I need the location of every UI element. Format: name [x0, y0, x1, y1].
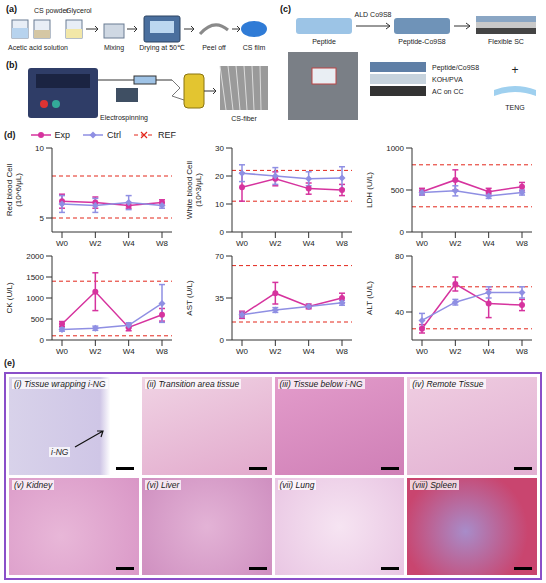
svg-text:W4: W4	[123, 347, 136, 356]
svg-text:W4: W4	[123, 239, 136, 248]
svg-text:W0: W0	[56, 347, 69, 356]
svg-text:(c): (c)	[280, 4, 291, 14]
svg-text:0: 0	[40, 336, 45, 345]
html-text:(iv) Remote Tissue: (iv) Remote Tissue	[412, 379, 484, 389]
svg-text:W8: W8	[336, 347, 349, 356]
svg-text:W0: W0	[416, 239, 429, 248]
svg-text:W2: W2	[269, 239, 282, 248]
svg-text:40: 40	[395, 308, 404, 317]
html-text:(v) Kidney: (v) Kidney	[14, 479, 53, 490]
svg-text:(b): (b)	[6, 60, 18, 70]
svg-text:CS film: CS film	[243, 44, 266, 51]
svg-text:W8: W8	[516, 239, 529, 248]
svg-text:+: +	[511, 63, 518, 77]
svg-text:10: 10	[215, 200, 224, 209]
svg-text:Peel off: Peel off	[202, 44, 226, 51]
svg-text:W8: W8	[336, 239, 349, 248]
svg-text:White blood Cell(10^3/μL): White blood Cell(10^3/μL)	[185, 161, 203, 219]
svg-text:W4: W4	[483, 347, 496, 356]
svg-text:20: 20	[215, 172, 224, 181]
svg-text:Peptide-Co9S8: Peptide-Co9S8	[398, 38, 446, 46]
svg-text:Acetic acid solution: Acetic acid solution	[8, 44, 68, 51]
svg-text:CS-fiber: CS-fiber	[231, 115, 257, 122]
svg-text:W8: W8	[516, 347, 529, 356]
svg-text:TENG: TENG	[505, 104, 524, 111]
svg-text:W0: W0	[56, 239, 69, 248]
html-text:(d): (d)	[4, 130, 16, 140]
svg-text:W0: W0	[416, 347, 429, 356]
svg-text:W2: W2	[269, 347, 282, 356]
svg-text:W0: W0	[236, 347, 249, 356]
svg-text:W2: W2	[89, 239, 102, 248]
html-text:(vii) Lung: (vii) Lung	[279, 479, 315, 490]
html-text:Exp: Exp	[54, 130, 70, 140]
svg-text:W2: W2	[449, 239, 462, 248]
svg-text:W4: W4	[483, 239, 496, 248]
svg-text:W8: W8	[156, 347, 169, 356]
svg-text:10: 10	[35, 144, 44, 153]
svg-text:KOH/PVA: KOH/PVA	[432, 76, 463, 83]
svg-text:0: 0	[400, 228, 405, 237]
svg-text:(a): (a)	[6, 4, 17, 14]
svg-text:Flexible SC: Flexible SC	[488, 38, 524, 45]
svg-text:70: 70	[215, 252, 224, 261]
svg-text:0: 0	[220, 228, 225, 237]
svg-text:AST (U/L): AST (U/L)	[185, 280, 194, 316]
html-text:(e): (e)	[4, 358, 15, 368]
svg-text:W4: W4	[303, 347, 316, 356]
svg-text:W2: W2	[449, 347, 462, 356]
html-text:REF: REF	[158, 130, 176, 140]
svg-text:W4: W4	[303, 239, 316, 248]
html-text:Ctrl: Ctrl	[107, 130, 121, 140]
svg-text:Electrospinning: Electrospinning	[100, 114, 148, 122]
svg-text:CK (U/L): CK (U/L)	[5, 282, 14, 313]
svg-text:AC on CC: AC on CC	[432, 88, 464, 95]
svg-text:Peptide: Peptide	[312, 38, 336, 46]
svg-text:0: 0	[220, 336, 225, 345]
svg-text:500: 500	[391, 186, 405, 195]
svg-text:1000: 1000	[26, 294, 44, 303]
svg-text:500: 500	[31, 315, 45, 324]
svg-text:Glycerol: Glycerol	[66, 7, 92, 15]
svg-text:Red blood Cell(10^6/μL): Red blood Cell(10^6/μL)	[5, 164, 23, 217]
svg-text:Drying at 50℃: Drying at 50℃	[139, 44, 185, 52]
svg-text:30: 30	[215, 144, 224, 153]
html-text:(i) Tissue wrapping i-NG: (i) Tissue wrapping i-NG	[14, 379, 106, 389]
svg-text:W0: W0	[236, 239, 249, 248]
svg-text:ALT (U/L): ALT (U/L)	[365, 281, 374, 315]
html-text:(ii) Transition area tissue: (ii) Transition area tissue	[146, 379, 240, 389]
html-text:i-NG: i-NG	[51, 446, 69, 457]
svg-text:5: 5	[40, 214, 45, 223]
html-text:(viii) Spleen: (viii) Spleen	[412, 479, 457, 490]
svg-text:Peptide/Co9S8: Peptide/Co9S8	[432, 64, 479, 72]
svg-text:CS powder: CS powder	[34, 7, 69, 15]
svg-text:LDH (U/L): LDH (U/L)	[365, 172, 374, 208]
html-text:(vi) Liver: (vi) Liver	[146, 479, 180, 490]
svg-text:1000: 1000	[386, 144, 404, 153]
svg-text:ALD Co9S8: ALD Co9S8	[355, 11, 392, 18]
html-text:(iii) Tissue below i-NG: (iii) Tissue below i-NG	[279, 379, 363, 389]
svg-text:35: 35	[215, 294, 224, 303]
svg-text:1500: 1500	[26, 273, 44, 282]
svg-text:W2: W2	[89, 347, 102, 356]
svg-text:80: 80	[395, 252, 404, 261]
svg-text:W8: W8	[156, 239, 169, 248]
svg-text:2000: 2000	[26, 252, 44, 261]
svg-text:Mixing: Mixing	[104, 44, 124, 52]
